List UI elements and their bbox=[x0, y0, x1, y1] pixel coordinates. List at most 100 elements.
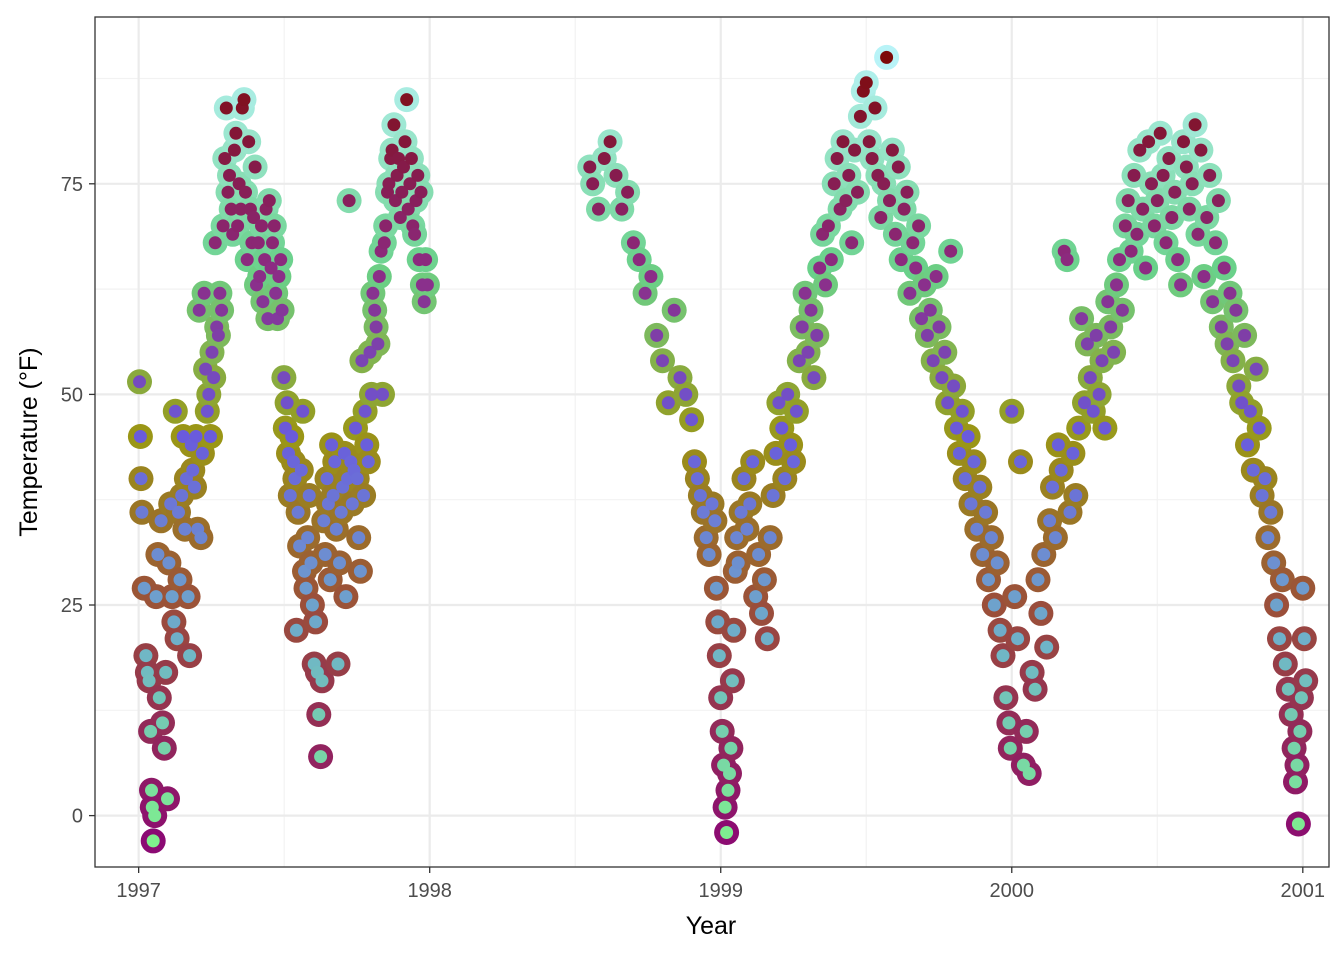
data-point-dot bbox=[287, 455, 300, 469]
data-point-dot bbox=[877, 177, 891, 191]
data-point-dot bbox=[283, 489, 297, 502]
data-point-dot bbox=[661, 396, 675, 410]
data-point-dot bbox=[906, 236, 920, 250]
data-point-dot bbox=[213, 286, 227, 300]
data-point-dot bbox=[317, 514, 331, 528]
data-point-dot bbox=[350, 472, 364, 486]
data-point-dot bbox=[903, 286, 917, 300]
data-point-dot bbox=[632, 253, 646, 267]
data-point-dot bbox=[1191, 227, 1205, 241]
data-point-dot bbox=[320, 472, 334, 486]
data-point-dot bbox=[851, 185, 864, 199]
data-point-dot bbox=[1179, 160, 1193, 174]
data-point-dot bbox=[1121, 194, 1135, 208]
data-point-dot bbox=[323, 573, 337, 587]
data-point-dot bbox=[293, 539, 307, 553]
data-point-dot bbox=[360, 438, 374, 452]
data-point-dot bbox=[1019, 724, 1033, 738]
data-point-dot bbox=[853, 109, 867, 123]
data-point-dot bbox=[195, 446, 209, 460]
data-point-dot bbox=[967, 455, 981, 469]
data-point-dot bbox=[175, 489, 189, 502]
data-point-dot bbox=[827, 177, 841, 191]
data-point-dot bbox=[845, 236, 859, 250]
data-point-dot bbox=[784, 438, 798, 452]
data-point-dot bbox=[1249, 362, 1263, 376]
data-point-dot bbox=[1261, 531, 1275, 545]
data-point-dot bbox=[1086, 404, 1100, 418]
x-tick-label: 1999 bbox=[698, 880, 743, 902]
data-point-dot bbox=[958, 472, 972, 486]
data-point-dot bbox=[778, 472, 792, 486]
data-point-dot bbox=[801, 345, 815, 359]
data-point-dot bbox=[993, 623, 1007, 637]
data-point-dot bbox=[862, 135, 876, 149]
data-point-dot bbox=[133, 375, 146, 389]
data-point-dot bbox=[1060, 253, 1074, 267]
data-point-dot bbox=[358, 404, 372, 418]
data-point-dot bbox=[1072, 421, 1086, 435]
data-point-dot bbox=[724, 741, 738, 755]
data-point-dot bbox=[1232, 379, 1246, 393]
data-point-dot bbox=[787, 455, 800, 469]
data-point-dot bbox=[176, 430, 190, 443]
data-point-dot bbox=[982, 573, 995, 587]
data-point-dot bbox=[819, 278, 832, 292]
data-point-dot bbox=[1229, 303, 1243, 317]
data-point-dot bbox=[231, 219, 245, 233]
data-point-dot bbox=[1150, 194, 1164, 208]
data-point-dot bbox=[1002, 716, 1016, 730]
data-point-dot bbox=[345, 497, 359, 511]
data-point-dot bbox=[309, 615, 323, 629]
data-point-dot bbox=[403, 177, 417, 191]
data-point-dot bbox=[1287, 741, 1301, 755]
data-point-dot bbox=[880, 50, 894, 64]
data-point-dot bbox=[1008, 590, 1022, 604]
data-point-dot bbox=[638, 286, 652, 300]
data-point-dot bbox=[253, 270, 267, 283]
data-point-dot bbox=[352, 531, 366, 545]
data-point-dot bbox=[830, 152, 844, 165]
data-point-dot bbox=[1278, 657, 1292, 671]
data-point-dot bbox=[314, 750, 328, 764]
data-point-dot bbox=[331, 657, 345, 671]
data-point-dot bbox=[267, 219, 281, 233]
data-point-dot bbox=[382, 177, 396, 191]
data-point-dot bbox=[1066, 446, 1080, 460]
data-point-dot bbox=[202, 387, 216, 401]
data-point-dot bbox=[792, 354, 806, 368]
data-point-dot bbox=[234, 202, 248, 216]
data-point-dot bbox=[1200, 211, 1214, 224]
data-point-dot bbox=[932, 320, 946, 334]
data-point-dot bbox=[1104, 320, 1118, 334]
data-point-dot bbox=[952, 446, 966, 460]
data-point-dot bbox=[597, 152, 611, 165]
data-point-dot bbox=[888, 227, 902, 241]
data-point-dot bbox=[397, 160, 410, 174]
data-point-dot bbox=[256, 295, 270, 309]
data-point-dot bbox=[178, 522, 192, 536]
data-point-dot bbox=[586, 177, 600, 191]
data-point-dot bbox=[334, 505, 348, 519]
data-point-dot bbox=[1003, 741, 1017, 755]
data-point-dot bbox=[1165, 211, 1179, 224]
data-point-dot bbox=[1185, 177, 1199, 191]
data-point-dot bbox=[366, 286, 380, 300]
data-point-dot bbox=[996, 649, 1010, 663]
data-point-dot bbox=[775, 421, 789, 435]
data-point-dot bbox=[183, 649, 197, 663]
data-point-dot bbox=[262, 194, 276, 208]
data-point-dot bbox=[813, 261, 827, 275]
data-point-dot bbox=[772, 396, 786, 410]
data-point-dot bbox=[325, 438, 339, 452]
data-point-dot bbox=[1211, 194, 1225, 208]
data-point-dot bbox=[207, 371, 221, 385]
data-point-dot bbox=[1214, 320, 1228, 334]
data-point-dot bbox=[291, 505, 305, 519]
data-point-dot bbox=[644, 270, 658, 283]
data-point-dot bbox=[305, 598, 319, 612]
data-point-dot bbox=[1136, 202, 1150, 216]
data-point-dot bbox=[272, 270, 286, 283]
data-point-dot bbox=[304, 556, 318, 570]
data-point-dot bbox=[146, 834, 160, 848]
